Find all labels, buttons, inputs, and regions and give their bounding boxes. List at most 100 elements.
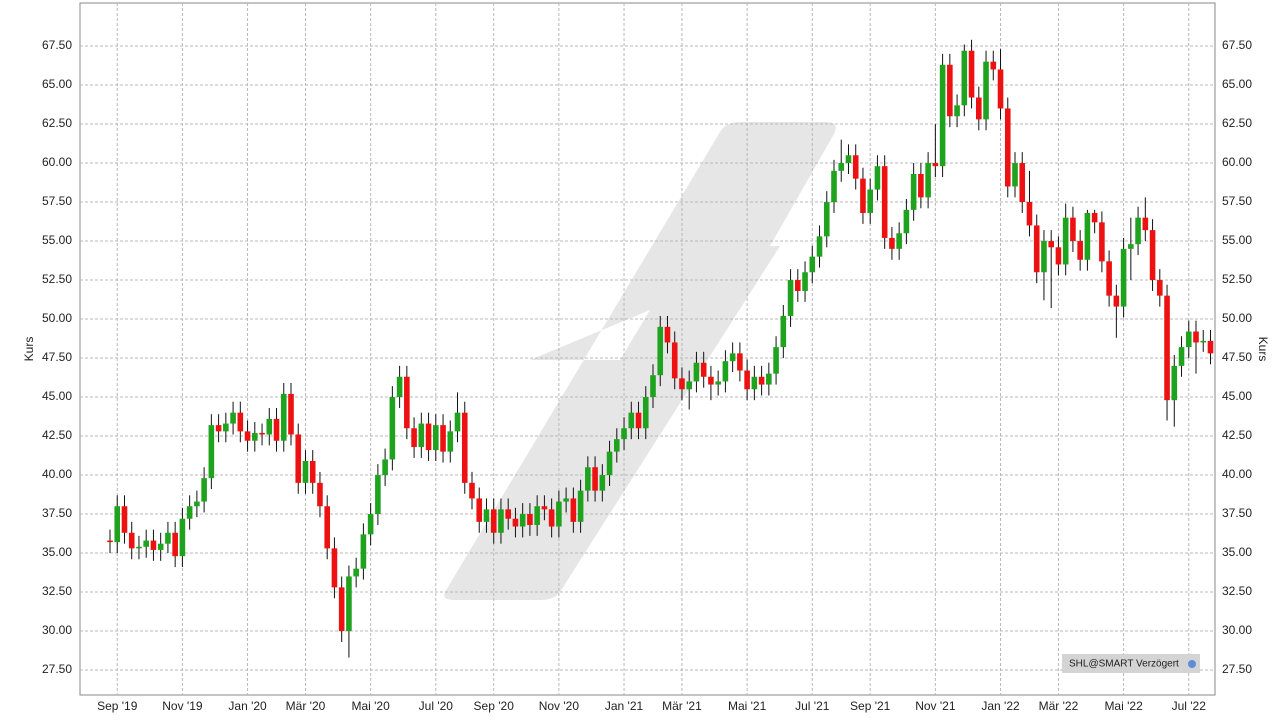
candle-body [440,425,446,452]
y-tick-label: 47.50 [42,350,72,364]
candle-body [729,353,736,362]
candle-body [244,431,251,441]
candle-body [418,423,425,447]
x-tick-label: Jul '20 [419,699,454,713]
candle-body [194,501,200,507]
x-tick-label: Mär '20 [286,699,326,713]
candle-body [903,209,910,234]
candle-body [700,362,707,377]
x-tick-label: Sep '20 [474,699,515,713]
candle-body [708,376,714,385]
candle-body [780,315,787,348]
candle-body [838,163,845,171]
candles [107,39,1214,658]
candle-body [230,412,236,424]
x-tick-label: Nov '21 [915,699,956,713]
candle-body [1084,212,1091,260]
candle-body [461,412,468,483]
candle-body [1004,108,1011,187]
candle-body [896,233,902,249]
candle-body [577,490,584,522]
candle-body [614,439,620,452]
candle-body [490,509,497,533]
candle-body [1200,340,1207,343]
y-tick-label: 65.00 [42,77,72,91]
y-tick-label: 55.00 [42,233,72,247]
candle-body [1128,244,1134,249]
candle-body [179,518,186,557]
badge-box [1062,654,1200,673]
candle-body [1033,225,1040,273]
candle-body [136,546,142,549]
candle-body [997,69,1004,109]
y-tick-label: 37.50 [42,506,72,520]
y-tick-label: 60.00 [42,155,72,169]
candle-body [143,540,149,547]
candle-body [512,518,519,527]
y-tick-label: 30.00 [42,623,72,637]
candle-body [165,532,171,544]
candle-body [1048,241,1054,248]
y2-tick-label: 40.00 [1222,467,1252,481]
candle-body [1178,347,1185,366]
y-tick-label: 62.50 [42,116,72,130]
candle-body [860,178,866,213]
candle-body [1091,212,1098,223]
x-tick-label: Mär '21 [662,699,702,713]
candle-body [954,105,960,117]
x-tick-label: Sep '21 [850,699,891,713]
x-tick-label: Jan '21 [605,699,644,713]
candle-body [1041,241,1047,273]
y2-tick-label: 32.50 [1222,584,1252,598]
candle-body [1142,217,1149,231]
candle-body [404,376,410,429]
candle-body [881,166,888,238]
candle-body [751,376,758,390]
candle-body [483,509,490,522]
y2-tick-label: 35.00 [1222,545,1252,559]
candle-body [367,514,374,535]
y-tick-label: 27.50 [42,662,72,676]
candle-body [498,509,504,533]
y2-tick-label: 50.00 [1222,311,1252,325]
candle-body [990,61,997,70]
x-tick-label: Jul '22 [1172,699,1207,713]
candle-body [1113,295,1120,307]
y2-tick-label: 57.50 [1222,194,1252,208]
candle-body [823,202,830,237]
candle-body [302,461,309,483]
x-tick-label: Mai '22 [1104,699,1143,713]
y2-tick-label: 30.00 [1222,623,1252,637]
candle-body [172,532,178,557]
y-tick-label: 35.00 [42,545,72,559]
y2-tick-label: 67.50 [1222,38,1252,52]
candle-body [809,256,816,273]
y2-tick-label: 62.50 [1222,116,1252,130]
candle-body [360,534,367,569]
candle-body [317,482,323,507]
candle-body [1099,222,1105,262]
candle-body [867,189,873,213]
candle-body [621,428,627,440]
candle-body [947,64,953,117]
candle-body [932,163,939,167]
candle-body [331,548,338,588]
candle-body [469,482,475,499]
candle-body [642,397,649,429]
candle-body [447,431,454,452]
y-axis-label: Kurs [22,337,36,362]
candle-body [556,501,562,527]
candle-body [715,381,721,385]
candle-body [737,353,743,371]
candle-body [1149,230,1156,281]
candle-body [722,361,729,382]
candle-body [1185,331,1192,348]
candle-body [476,498,483,522]
candle-body [375,475,381,515]
candle-body [288,393,294,435]
x-tick-label: Mai '20 [351,699,390,713]
y2-tick-label: 52.50 [1222,272,1252,286]
y-tick-label: 40.00 [42,467,72,481]
candle-body [968,50,975,98]
candle-body [910,173,917,210]
